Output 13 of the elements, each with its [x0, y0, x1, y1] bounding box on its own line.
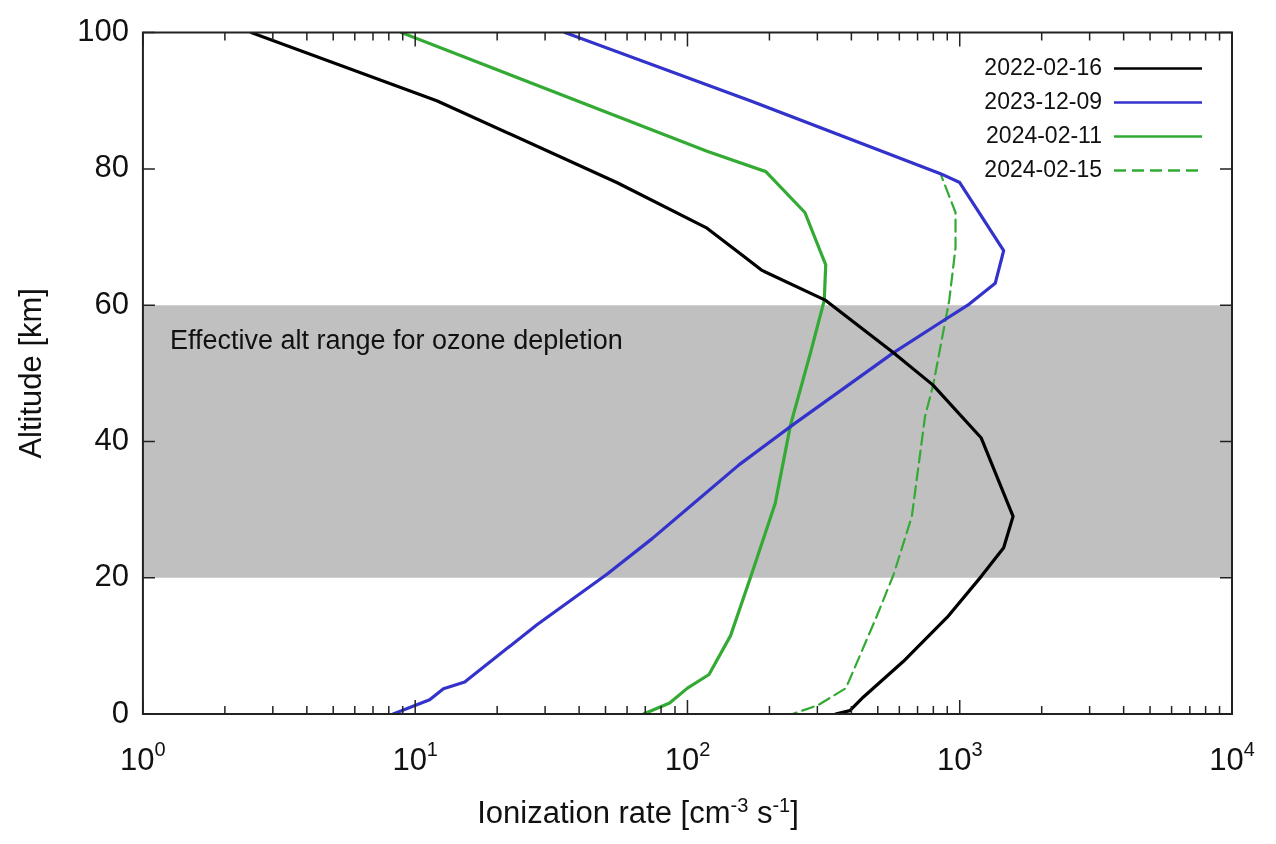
y-tick-label: 40 [94, 421, 129, 457]
legend-label: 2023-12-09 [984, 87, 1102, 114]
y-tick-label: 60 [94, 285, 129, 321]
legend-label: 2024-02-11 [986, 121, 1102, 148]
y-axis-title: Altitude [km] [13, 288, 49, 459]
legend-label: 2022-02-16 [984, 53, 1102, 80]
y-tick-label: 80 [94, 149, 129, 185]
band-label: Effective alt range for ozone depletion [169, 325, 623, 356]
y-tick-label: 0 [111, 694, 129, 730]
y-tick-label: 20 [94, 558, 129, 594]
y-tick-label: 100 [77, 13, 129, 49]
legend-label: 2024-02-15 [984, 155, 1102, 182]
x-axis-title: Ionization rate [cm$^{-3}$ s$^{-1}$] [476, 794, 800, 832]
